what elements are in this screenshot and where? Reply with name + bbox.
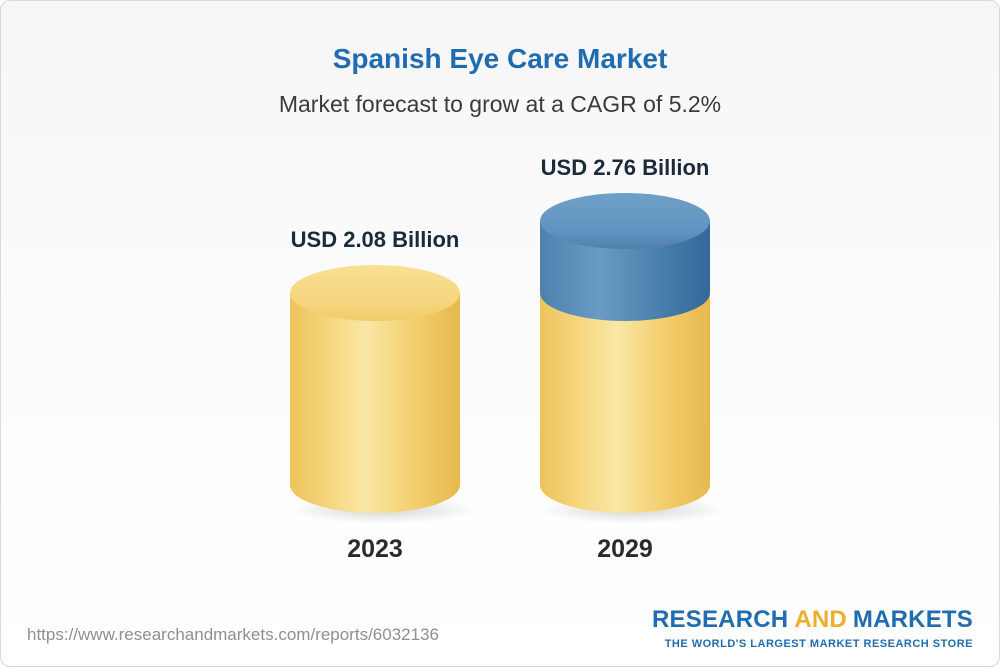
logo-word-research: RESEARCH (652, 606, 789, 633)
logo-wordmark: RESEARCH AND MARKETS (652, 606, 973, 634)
bar-stack-2029: USD 2.76 Billion (536, 135, 730, 524)
value-label-2029: USD 2.76 Billion (540, 155, 710, 180)
cylinder-2029-top-face (540, 193, 710, 249)
logo-tagline: THE WORLD'S LARGEST MARKET RESEARCH STOR… (664, 638, 973, 650)
cylinder-2023-top-face (290, 264, 460, 321)
chart-title: Spanish Eye Care Market (332, 43, 668, 74)
bar-group-2029: USD 2.76 Billion 2029 (536, 135, 730, 564)
plot-area: USD 2.08 Billion 2023 USD 2.76 Billion (1, 135, 999, 564)
x-label-2023: 2023 (347, 535, 403, 563)
value-label-2023: USD 2.08 Billion (290, 226, 460, 252)
logo-word-and: AND (794, 606, 847, 633)
report-url: https://www.researchandmarkets.com/repor… (27, 625, 439, 644)
logo-word-markets: MARKETS (852, 606, 973, 633)
cylinder-2023 (286, 264, 480, 524)
x-label-2029: 2029 (597, 535, 653, 563)
chart-subtitle: Market forecast to grow at a CAGR of 5.2… (278, 91, 722, 117)
research-and-markets-logo: RESEARCH AND MARKETS THE WORLD'S LARGEST M… (652, 606, 973, 650)
cylinder-2029 (536, 193, 730, 524)
bar-group-2023: USD 2.08 Billion 2023 (286, 135, 480, 564)
cylinder-2029-base-segment (540, 292, 710, 513)
cylinder-2023-body (290, 292, 460, 513)
bar-stack-2023: USD 2.08 Billion (286, 135, 480, 524)
